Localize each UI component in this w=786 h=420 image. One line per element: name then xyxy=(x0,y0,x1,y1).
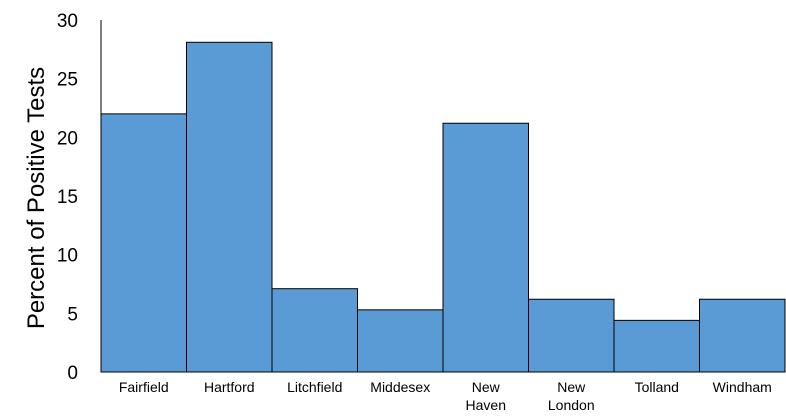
y-ticks-group: 0 5 10 15 20 25 30 xyxy=(57,11,78,384)
bar-new-haven xyxy=(442,122,529,373)
bar-new-london xyxy=(528,298,615,373)
x-tick-label: Litchfield xyxy=(287,379,342,395)
x-ticks-group: Fairfield Hartford Litchfield Middesex New Ha… xyxy=(119,379,772,413)
bar-hartford xyxy=(186,41,273,373)
x-tick-label: Middesex xyxy=(370,379,430,395)
x-tick-label: New London xyxy=(548,379,595,413)
x-tick-label: Hartford xyxy=(204,379,255,395)
y-tick-label: 0 xyxy=(67,363,78,384)
y-tick-label: 20 xyxy=(57,128,78,149)
bar-litchfield xyxy=(271,288,358,373)
y-tick-label: 10 xyxy=(57,246,78,267)
y-tick-label: 25 xyxy=(57,70,78,91)
y-tick-label: 30 xyxy=(57,11,78,32)
y-axis-label: Percent of Positive Tests xyxy=(23,67,50,329)
bar-middesex xyxy=(357,309,444,373)
x-tick-label: Tolland xyxy=(635,379,679,395)
bars-group xyxy=(100,41,786,373)
y-tick-label: 5 xyxy=(67,304,78,325)
y-tick-label: 15 xyxy=(57,187,78,208)
bar-fairfield xyxy=(100,113,187,373)
bar-windham xyxy=(699,298,786,373)
x-tick-label: Fairfield xyxy=(119,379,169,395)
x-tick-label: Windham xyxy=(713,379,772,395)
x-tick-label: New Haven xyxy=(466,379,506,413)
bar-tolland xyxy=(613,319,700,373)
